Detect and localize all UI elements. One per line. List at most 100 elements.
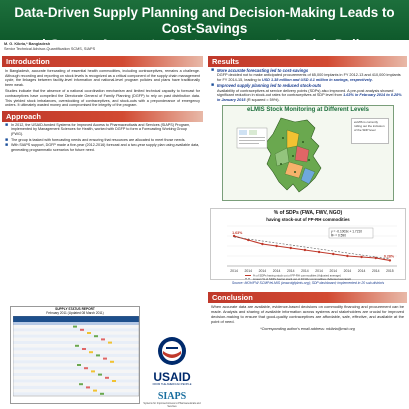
result-2: ■ Improved supply planning led to reduce…	[208, 82, 407, 102]
bangladesh-map	[236, 117, 322, 193]
x-tick-label: 2014	[372, 269, 380, 273]
data-point	[360, 255, 363, 259]
table-row	[13, 392, 139, 396]
chart-plot: 2014 2014 2014 2014 2014 2014 2014 2014 2014 2014…	[227, 225, 397, 280]
x-tick-label: 2014	[273, 269, 281, 273]
conclusion-heading: Conclusion	[208, 292, 407, 303]
left-column: Introduction In Bangladesh, accurate for…	[2, 56, 203, 408]
table-status-cell	[105, 376, 109, 379]
author-block: M. G. Kibria,* Bangladesh Senior Technic…	[4, 42, 95, 52]
x-tick-label: 2014	[329, 269, 337, 273]
point-label-end: 0.28%	[384, 254, 395, 258]
poster-title: Data-Driven Supply Planning and Decision…	[0, 0, 409, 68]
series-line	[233, 235, 391, 261]
table-row	[13, 347, 139, 351]
r-squared: R² = 0.590	[331, 234, 346, 238]
corresponding-email: *Corresponding author's email address: m…	[260, 326, 355, 331]
x-tick-label: 2014	[244, 269, 252, 273]
author-name: M. G. Kibria,* Bangladesh	[4, 42, 51, 46]
table-status-cell	[77, 364, 81, 366]
elmis-map-panel: eLMIS Stock Monitoring at Different Leve…	[222, 105, 394, 201]
table-status-cell	[84, 367, 88, 370]
table-row	[13, 373, 139, 377]
approach-bullet-1: ■ In 2012, the USAID-funded Systems for …	[5, 121, 191, 136]
table-row	[13, 389, 139, 393]
table-row	[13, 376, 139, 380]
x-tick-label: 2015	[386, 269, 394, 273]
table-status-cell	[96, 354, 100, 357]
map-title: eLMIS Stock Monitoring at Different Leve…	[246, 107, 369, 113]
x-tick-label: 2014	[287, 269, 295, 273]
table-row	[13, 341, 139, 345]
supply-table-subtitle: February 2011 (Updated 08 March 2011)	[46, 311, 104, 315]
table-row	[13, 334, 139, 338]
table-status-cell	[82, 348, 86, 350]
table-row	[13, 369, 139, 373]
table-row	[13, 382, 139, 386]
right-column: Results ■ More accurate forecasting led …	[208, 56, 407, 407]
chart-title-1: % of SDPs (FWA, FWV, NGO)	[273, 210, 343, 216]
data-point	[275, 244, 278, 248]
table-row	[13, 366, 139, 370]
usaid-seal-icon	[158, 337, 186, 365]
introduction-heading: Introduction	[2, 56, 203, 67]
table-status-cell	[98, 373, 102, 376]
bullet-icon: ■	[5, 121, 9, 128]
table-row	[13, 331, 139, 335]
point-label-start: 1.63%	[232, 231, 243, 235]
data-point	[261, 242, 264, 246]
result-1-title: More accurate forecasting led to cost-sa…	[217, 68, 309, 73]
title-line-1: Data-Driven Supply Planning and Decision…	[14, 5, 395, 36]
table-row	[13, 360, 139, 364]
chart-title-2: having stock-out of FP-RH commodities	[266, 217, 350, 222]
result-1: ■ More accurate forecasting led to cost-…	[208, 67, 407, 82]
data-point	[232, 234, 236, 238]
table-status-cell	[101, 338, 105, 341]
x-tick-label: 2014	[230, 269, 238, 273]
siaps-tagline: Systems for Improved Access to Pharmaceu…	[143, 402, 201, 408]
table-status-cell	[108, 341, 112, 344]
logo-area: USAID FROM THE AMERICAN PEOPLE SIAPS Sys…	[142, 336, 202, 408]
x-tick-label: 2014	[301, 269, 309, 273]
table-row	[13, 350, 139, 354]
table-status-cell	[91, 370, 95, 373]
approach-bullet-3: ■ With SIAPS support, DGFP made a five-y…	[5, 142, 200, 152]
legend-trend-label: Linear (% of SDPs having stock out of FP…	[253, 277, 351, 280]
bullet-icon: ■	[211, 67, 215, 73]
introduction-paragraph-1: In Bangladesh, accurate forecasting of e…	[5, 69, 200, 87]
table-status-cell	[94, 335, 98, 338]
table-row	[13, 337, 139, 341]
data-point	[303, 248, 307, 252]
siaps-logo: SIAPS	[157, 391, 187, 402]
bullet-icon: ■	[5, 142, 9, 149]
data-point	[346, 254, 349, 258]
x-tick-label: 2014	[315, 269, 323, 273]
table-status-cell	[110, 360, 114, 363]
x-tick-label: 2014	[344, 269, 352, 273]
usaid-tagline: FROM THE AMERICAN PEOPLE	[152, 383, 192, 386]
table-status-cell	[73, 325, 77, 328]
legend-series-label: % of SDPs having stock out of FP-RH comm…	[253, 274, 341, 278]
results-heading: Results	[208, 56, 407, 67]
data-point	[289, 246, 292, 250]
x-tick-label: 2014	[358, 269, 366, 273]
map-legend: eLMIS is currently rolling out the inclu…	[351, 118, 389, 144]
bullet-icon: ■	[211, 82, 215, 89]
trend-equation: y = -0.1003x + 1.7210	[331, 230, 362, 234]
conclusion-text: When accurate data are available, eviden…	[211, 304, 404, 324]
supply-status-table: SUPPLY STATUS REPORT February 2011 (Upda…	[10, 306, 140, 404]
table-status-cell	[75, 344, 79, 347]
table-row	[13, 353, 139, 357]
table-row	[13, 385, 139, 389]
table-status-cell	[80, 328, 84, 331]
data-point	[317, 250, 321, 254]
supply-table-title: SUPPLY STATUS REPORT	[55, 307, 95, 311]
table-status-cell	[93, 389, 97, 392]
author-affiliation: Senior Technical Advisor-Quantification …	[4, 47, 96, 51]
x-tick-label: 2014	[259, 269, 267, 273]
table-row	[13, 328, 139, 332]
supply-table-grid	[13, 316, 139, 397]
approach-heading: Approach	[2, 110, 203, 122]
table-status-cell	[89, 351, 93, 354]
table-status-cell	[79, 383, 83, 386]
